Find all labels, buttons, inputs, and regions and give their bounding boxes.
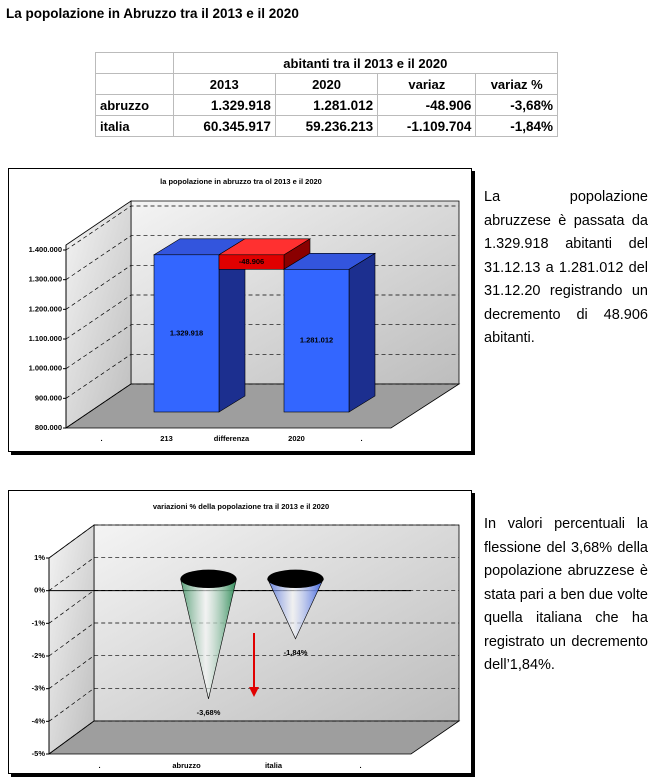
y-tick-label: 900.000 xyxy=(35,393,62,402)
table-row: italia 60.345.917 59.236.213 -1.109.704 … xyxy=(95,115,558,137)
data-label: -3,68% xyxy=(197,708,221,717)
table-header-row: 2013 2020 variaz variaz % xyxy=(95,73,558,95)
x-tick-label: abruzzo xyxy=(172,761,201,770)
x-tick-label: italia xyxy=(265,761,283,770)
table-cell: -3,68% xyxy=(475,94,558,116)
y-tick-label: 1.100.000 xyxy=(29,334,62,343)
chart: 800.000 900.000 1.000.000 1.100.000 1.200.00… xyxy=(29,177,461,443)
y-tick-label: 1% xyxy=(34,553,45,562)
x-tick-label: . xyxy=(359,761,361,770)
chart-frame: 800.000 900.000 1.000.000 1.100.000 1.200.00… xyxy=(8,168,472,452)
side-wall xyxy=(48,524,95,755)
floor xyxy=(47,720,461,755)
table-header-cell xyxy=(95,52,174,74)
y-tick-label: 1.000.000 xyxy=(29,364,62,373)
table-header-cell: 2020 xyxy=(274,73,379,95)
floor xyxy=(64,383,461,429)
y-tick-label: -4% xyxy=(32,716,46,725)
bar xyxy=(218,254,285,270)
table-cell: -48.906 xyxy=(377,94,477,116)
chart: -5% -4% -3% -2% -1% 0% 1%. abruzzo italia . -3,68%… xyxy=(32,502,461,770)
table-header-cell: 2013 xyxy=(172,73,276,95)
grid-line xyxy=(65,235,459,280)
cone-top xyxy=(180,569,237,588)
x-tick-label: . xyxy=(98,761,100,770)
data-table: abitanti tra il 2013 e il 2020 2013 2020… xyxy=(95,52,559,137)
bar xyxy=(153,254,220,413)
cone-top xyxy=(267,569,324,588)
data-label: -1,84% xyxy=(284,648,308,657)
y-tick-label: 1.400.000 xyxy=(29,245,62,254)
paragraph: In valori percentuali la flessione del 3… xyxy=(484,516,648,673)
arrow-head xyxy=(249,687,259,697)
bar-side xyxy=(348,252,376,413)
table-cell: italia xyxy=(95,115,174,137)
bar xyxy=(283,268,350,413)
table-cell: 1.329.918 xyxy=(172,94,276,116)
y-tick-label: -3% xyxy=(32,684,46,693)
table-header-cell xyxy=(95,73,174,95)
table-cell: 60.345.917 xyxy=(172,115,276,137)
table-cell: 1.281.012 xyxy=(274,94,379,116)
table-caption: abitanti tra il 2013 e il 2020 xyxy=(172,52,559,74)
x-tick-label: 213 xyxy=(160,434,173,443)
table-cell: -1,84% xyxy=(475,115,558,137)
x-tick-label: 2020 xyxy=(288,434,305,443)
table-cell: abruzzo xyxy=(95,94,174,116)
x-tick-label: . xyxy=(100,434,102,443)
grid-line xyxy=(65,205,459,251)
paragraph: La popolazione abruzzese è passata da 1.… xyxy=(484,189,648,346)
cone xyxy=(180,578,237,699)
chart-title: la popolazione in abruzzo tra ol 2013 e … xyxy=(160,177,322,186)
x-tick-label: differenza xyxy=(214,434,250,443)
chart-frame: -5% -4% -3% -2% -1% 0% 1%. abruzzo italia. -3,68%… xyxy=(8,490,472,774)
table-caption-row: abitanti tra il 2013 e il 2020 xyxy=(95,52,559,74)
x-tick-label: . xyxy=(360,434,362,443)
y-tick-label: -5% xyxy=(32,749,46,758)
table-cell: -1.109.704 xyxy=(377,115,477,137)
y-tick-label: 1.300.000 xyxy=(29,275,62,284)
y-tick-label: -2% xyxy=(32,651,46,660)
data-label: 1.329.918 xyxy=(170,328,203,337)
y-tick-label: -1% xyxy=(32,618,46,627)
table-header-cell: variaz xyxy=(377,73,477,95)
table-row: abruzzo 1.329.918 1.281.012 -48.906 -3,6… xyxy=(95,94,558,116)
cone xyxy=(267,578,324,640)
page-title: La popolazione in Abruzzo tra il 2013 e … xyxy=(6,6,299,21)
y-tick-label: 0% xyxy=(34,586,45,595)
data-label: 1.281.012 xyxy=(300,336,333,345)
y-tick-label: 800.000 xyxy=(35,423,62,432)
table-cell: 59.236.213 xyxy=(274,115,379,137)
y-tick-label: 1.200.000 xyxy=(29,304,62,313)
table-header-cell: variaz % xyxy=(475,73,558,95)
data-label: -48.906 xyxy=(239,257,264,266)
chart-title: variazioni % della popolazione tra il 20… xyxy=(153,502,329,511)
